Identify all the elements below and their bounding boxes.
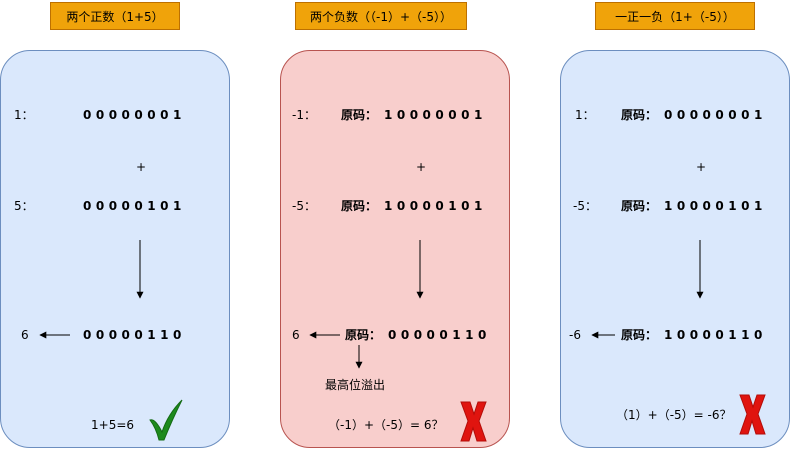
check-mark-icon — [150, 400, 182, 440]
cross-mark-icon — [740, 395, 765, 434]
cross-mark-icon — [461, 402, 486, 441]
